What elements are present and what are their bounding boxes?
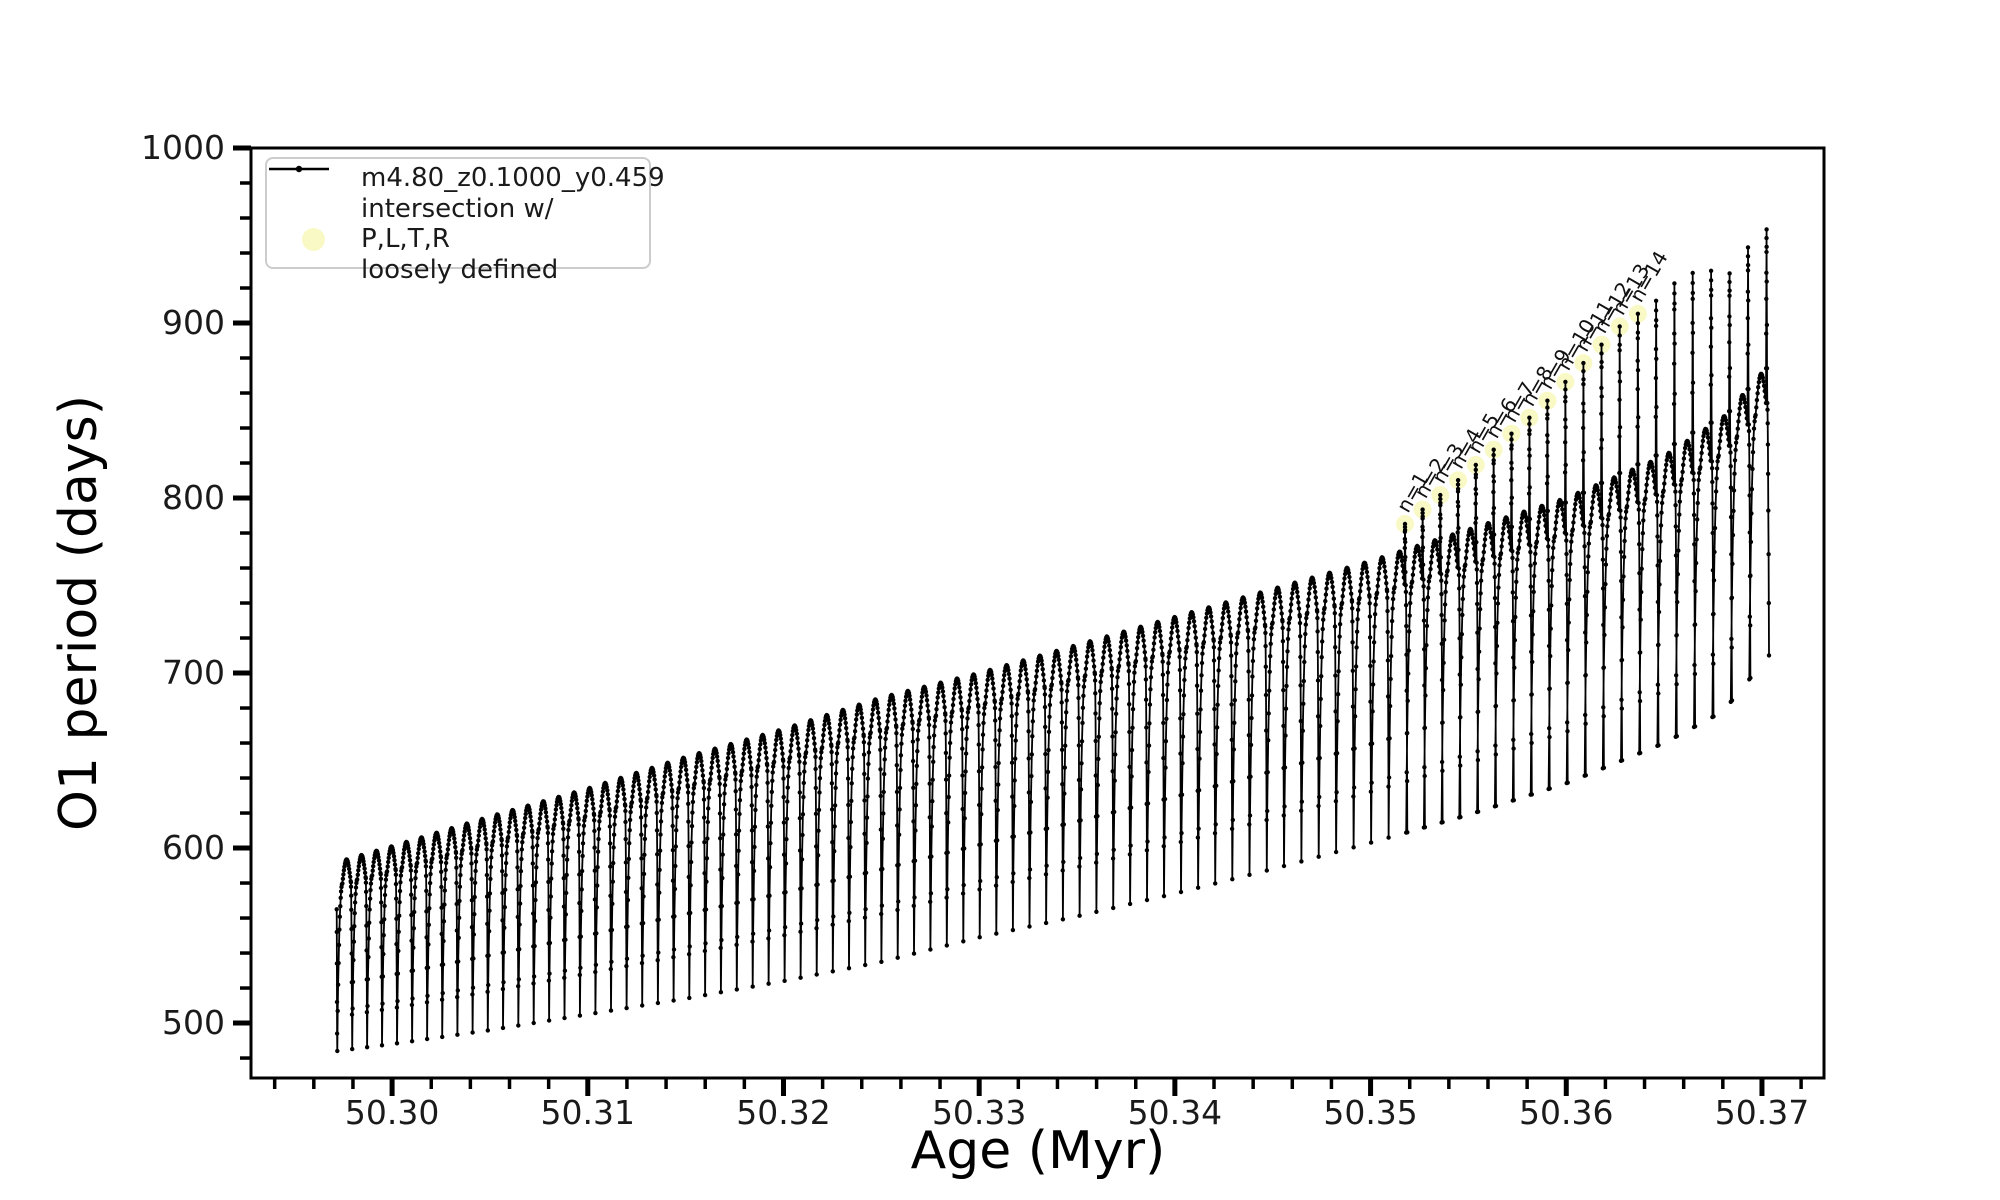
x-tick-label: 50.32 — [736, 1093, 830, 1132]
y-tick-label: 700 — [162, 653, 225, 692]
y-tick-label: 500 — [162, 1003, 225, 1042]
y-axis-label: O1 period (days) — [49, 395, 109, 831]
plot-frame — [249, 146, 1826, 1080]
legend-row-series: m4.80_z0.1000_y0.459 — [269, 163, 665, 194]
y-tick-label: 800 — [162, 478, 225, 517]
legend-series-label: m4.80_z0.1000_y0.459 — [361, 163, 665, 193]
x-tick-label: 50.37 — [1715, 1093, 1809, 1132]
x-tick-label: 50.34 — [1128, 1093, 1222, 1132]
x-tick-label: 50.33 — [932, 1093, 1026, 1132]
legend-intersection-label: intersection w/ P,L,T,R loosely defined — [361, 193, 559, 286]
x-axis-label: Age (Myr) — [911, 1121, 1166, 1181]
x-tick-label: 50.35 — [1323, 1093, 1417, 1132]
x-tick-label: 50.31 — [541, 1093, 635, 1132]
x-tick-label: 50.36 — [1519, 1093, 1613, 1132]
legend-row-intersection: intersection w/ P,L,T,R loosely defined — [281, 194, 639, 286]
legend: m4.80_z0.1000_y0.459 intersection w/ P,L… — [265, 157, 665, 285]
data-series-markers — [334, 227, 1772, 1054]
y-tick-label: 1000 — [141, 128, 225, 167]
intersection-dot-icon — [281, 228, 345, 252]
x-tick-label: 50.30 — [345, 1093, 439, 1132]
y-tick-label: 600 — [162, 828, 225, 867]
y-tick-label: 900 — [162, 303, 225, 342]
